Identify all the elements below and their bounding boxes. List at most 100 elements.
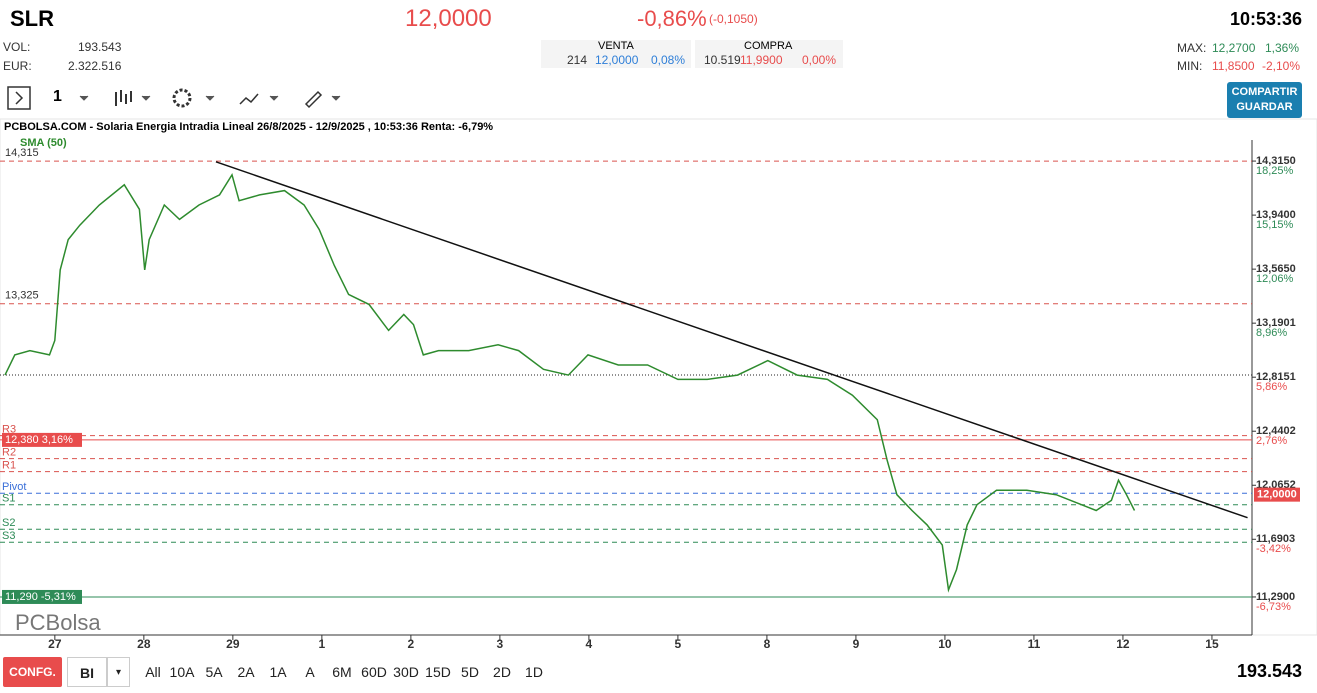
buy-pct: 0,00% <box>802 53 837 67</box>
time: 10:53:36 <box>1230 9 1303 29</box>
y-tick-label: 12,8151 <box>1256 371 1296 383</box>
last-price-label: 12,0000 <box>1257 489 1297 501</box>
range-button[interactable]: 2D <box>493 664 511 680</box>
sell-qty: 214 <box>567 53 588 67</box>
range-button[interactable]: All <box>145 664 161 680</box>
range-button[interactable]: 60D <box>361 664 387 680</box>
y-tick-label: 13,5650 <box>1256 263 1296 275</box>
marker-label: 13,325 <box>5 290 39 302</box>
y-tick-percent: 15,15% <box>1256 219 1294 231</box>
range-button[interactable]: 30D <box>393 664 419 680</box>
mode-dropdown[interactable]: ▾ <box>107 657 130 687</box>
dropdown-arrows[interactable] <box>79 95 341 101</box>
x-tick-label: 5 <box>675 637 682 650</box>
panel-icon[interactable] <box>7 86 31 110</box>
x-tick-label: 27 <box>48 637 62 650</box>
x-tick-label: 3 <box>497 637 504 650</box>
level-label: S3 <box>2 530 15 542</box>
save-label: GUARDAR <box>1236 101 1293 113</box>
change-pct: -0,86% <box>637 6 707 31</box>
x-tick-label: 10 <box>938 637 952 650</box>
panel-icon-arrow <box>15 91 24 105</box>
sell-box <box>541 40 691 68</box>
min-pct: -2,10% <box>1262 59 1301 73</box>
vol-value: 193.543 <box>78 40 122 54</box>
range-button[interactable]: 10A <box>169 664 195 680</box>
y-tick-label: 11,6903 <box>1256 533 1295 545</box>
y-tick-percent: -6,73% <box>1256 601 1291 613</box>
x-tick-label: 2 <box>408 637 415 650</box>
marker-box <box>2 432 82 447</box>
x-tick-label: 29 <box>226 637 240 650</box>
range-button[interactable]: 5D <box>461 664 479 680</box>
series-line <box>4 172 1136 593</box>
chart: PCBOLSA.COM - Solaria Energia Intradia L… <box>0 118 1317 650</box>
range-button[interactable]: 1D <box>525 664 543 680</box>
trendline <box>215 161 1248 519</box>
chart-frame <box>0 118 1317 636</box>
footer-volume: 193.543 <box>1237 661 1303 681</box>
x-tick-label: 15 <box>1205 637 1219 650</box>
level-label: Pivot <box>2 481 26 493</box>
x-tick-label: 28 <box>137 637 151 650</box>
x-tick-label: 9 <box>853 637 860 650</box>
y-tick-percent: 2,76% <box>1256 435 1287 447</box>
y-tick-label: 14,3150 <box>1256 155 1296 167</box>
sell-title: VENTA <box>598 40 634 52</box>
legend-entry: SMA (50) <box>20 137 67 149</box>
x-tick-label: 8 <box>764 637 771 650</box>
range-button[interactable]: A <box>305 664 315 680</box>
level-label: R1 <box>2 460 16 472</box>
settings-icon[interactable] <box>172 88 192 108</box>
max-label: MAX: <box>1177 41 1207 55</box>
interval[interactable]: 1 <box>53 88 62 105</box>
level-label: R3 <box>2 423 16 435</box>
draw-icon[interactable] <box>304 90 323 109</box>
marker-box <box>2 589 82 604</box>
share-label: COMPARTIR <box>1231 86 1298 98</box>
config-button[interactable]: CONFG. <box>3 657 62 687</box>
mode-button[interactable]: BI <box>67 657 107 687</box>
x-tick-label: 11 <box>1028 637 1041 650</box>
watermark: PCBolsa <box>15 610 101 635</box>
range-button[interactable]: 15D <box>425 664 451 680</box>
min-value: 11,8500 <box>1212 59 1255 73</box>
y-tick-percent: 18,25% <box>1256 165 1294 177</box>
buy-box <box>695 40 843 68</box>
y-tick-label: 13,1901 <box>1256 317 1296 329</box>
vol-label: VOL: <box>3 40 31 54</box>
marker-label: 11,290 -5,31% <box>5 591 76 603</box>
chart-type-icon[interactable] <box>115 90 132 106</box>
range-button[interactable]: 5A <box>205 664 223 680</box>
y-tick-label: 11,2900 <box>1256 591 1295 603</box>
share-button[interactable]: COMPARTIR GUARDAR <box>1227 82 1302 118</box>
level-label: R2 <box>2 447 16 459</box>
max-pct: 1,36% <box>1265 41 1300 55</box>
y-tick-label: 13,9400 <box>1256 209 1296 221</box>
range-button[interactable]: 2A <box>237 664 255 680</box>
marker-label: 14,315 <box>5 147 39 159</box>
max-value: 12,2700 <box>1212 41 1256 55</box>
y-tick-label: 12,4402 <box>1256 425 1296 437</box>
y-tick-percent: 8,96% <box>1256 327 1287 339</box>
x-tick-label: 1 <box>319 637 326 650</box>
symbol: SLR <box>10 6 54 31</box>
level-label: S2 <box>2 517 15 529</box>
chart-title: PCBOLSA.COM - Solaria Energia Intradia L… <box>4 121 493 133</box>
buy-price: 11,9900 <box>740 53 783 67</box>
x-tick-label: 4 <box>586 637 593 650</box>
level-label: S1 <box>2 493 15 505</box>
range-button[interactable]: 1A <box>269 664 287 680</box>
buy-qty: 10.519 <box>704 53 741 67</box>
y-tick-percent: -3,42% <box>1256 543 1291 555</box>
toolbar-icons <box>7 86 341 110</box>
y-tick-percent: 12,06% <box>1256 273 1294 285</box>
price: 12,0000 <box>405 5 492 32</box>
buy-title: COMPRA <box>744 40 793 52</box>
indicator-icon[interactable] <box>239 93 259 105</box>
change-abs: (-0,1050) <box>709 12 758 26</box>
y-tick-percent: 5,86% <box>1256 381 1287 393</box>
range-button[interactable]: 6M <box>332 664 352 680</box>
sell-pct: 0,08% <box>651 53 686 67</box>
